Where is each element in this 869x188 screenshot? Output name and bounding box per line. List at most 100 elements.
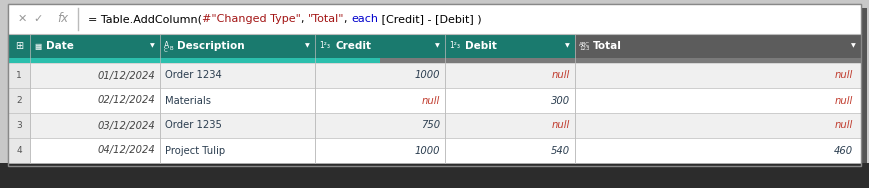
Text: null: null — [835, 121, 853, 130]
Text: 123: 123 — [579, 46, 589, 52]
Bar — [575, 113, 861, 138]
Bar — [445, 63, 575, 88]
Text: Credit: Credit — [335, 41, 371, 51]
Text: 4: 4 — [17, 146, 22, 155]
Text: 1: 1 — [17, 71, 22, 80]
Bar — [380, 58, 861, 63]
Text: 1000: 1000 — [415, 146, 440, 155]
Bar — [497, 58, 575, 63]
Bar — [8, 58, 30, 63]
Text: 2: 2 — [17, 96, 22, 105]
Text: 750: 750 — [421, 121, 440, 130]
Text: ✓: ✓ — [33, 14, 43, 24]
Bar — [8, 63, 30, 88]
Bar — [8, 138, 30, 163]
Bar — [8, 4, 861, 166]
Bar — [575, 34, 861, 58]
Bar — [160, 63, 315, 88]
Text: ▼: ▼ — [434, 43, 440, 49]
Text: 04/12/2024: 04/12/2024 — [97, 146, 155, 155]
Bar — [160, 113, 315, 138]
Bar — [30, 58, 102, 63]
Bar — [575, 58, 861, 63]
Bar — [245, 58, 315, 63]
Text: Materials: Materials — [165, 96, 211, 105]
Bar — [315, 113, 445, 138]
Text: ✕: ✕ — [17, 14, 27, 24]
Bar — [160, 88, 315, 113]
Text: 03/12/2024: 03/12/2024 — [97, 121, 155, 130]
Text: 300: 300 — [551, 96, 570, 105]
Bar — [160, 58, 245, 63]
Text: ⊞: ⊞ — [15, 41, 23, 51]
Text: #"Changed Type": #"Changed Type" — [202, 14, 301, 24]
Bar — [160, 34, 315, 58]
Bar — [160, 138, 315, 163]
Bar — [315, 34, 445, 58]
Bar — [445, 34, 575, 58]
Bar — [102, 58, 160, 63]
Bar — [30, 63, 160, 88]
Bar — [30, 113, 160, 138]
Bar — [445, 88, 575, 113]
Text: = Table.AddColumn(: = Table.AddColumn( — [88, 14, 202, 24]
Bar — [575, 88, 861, 113]
Text: Date: Date — [46, 41, 74, 51]
Text: ▼: ▼ — [565, 43, 569, 49]
Text: null: null — [552, 121, 570, 130]
Text: 1²₃: 1²₃ — [449, 42, 460, 51]
Text: B: B — [169, 45, 173, 51]
Bar — [315, 88, 445, 113]
Bar — [315, 58, 367, 63]
Text: null: null — [552, 70, 570, 80]
Bar — [445, 113, 575, 138]
Text: 1000: 1000 — [415, 70, 440, 80]
Text: ABC: ABC — [579, 42, 590, 46]
Text: "Total": "Total" — [308, 14, 344, 24]
Text: ▼: ▼ — [305, 43, 309, 49]
Bar — [8, 58, 380, 63]
Text: 540: 540 — [551, 146, 570, 155]
Text: null: null — [421, 96, 440, 105]
Bar — [315, 63, 445, 88]
Text: Total: Total — [593, 41, 622, 51]
Text: 1²₃: 1²₃ — [319, 42, 330, 51]
Bar — [575, 63, 861, 88]
Text: Project Tulip: Project Tulip — [165, 146, 225, 155]
Bar — [30, 34, 160, 58]
Text: each: each — [351, 14, 378, 24]
Text: A: A — [164, 40, 169, 49]
Text: null: null — [835, 70, 853, 80]
Text: 3: 3 — [17, 121, 22, 130]
Bar — [315, 138, 445, 163]
Text: 02/12/2024: 02/12/2024 — [97, 96, 155, 105]
Text: ,: , — [344, 14, 351, 24]
Text: Debit: Debit — [465, 41, 497, 51]
Bar — [0, 163, 869, 188]
Bar — [30, 88, 160, 113]
Text: 460: 460 — [834, 146, 853, 155]
Text: Order 1235: Order 1235 — [165, 121, 222, 130]
Bar — [575, 138, 861, 163]
Text: ▼: ▼ — [149, 43, 155, 49]
Bar — [30, 138, 160, 163]
Bar — [12, 166, 865, 171]
Text: ,: , — [301, 14, 308, 24]
Bar — [8, 4, 861, 166]
Text: ▦: ▦ — [34, 42, 41, 51]
Text: C: C — [164, 48, 168, 52]
Text: 01/12/2024: 01/12/2024 — [97, 70, 155, 80]
Bar — [861, 8, 867, 170]
Bar — [367, 58, 445, 63]
Bar — [8, 34, 30, 58]
Text: Order 1234: Order 1234 — [165, 70, 222, 80]
Bar — [8, 4, 861, 34]
Text: [Credit] - [Debit] ): [Credit] - [Debit] ) — [378, 14, 482, 24]
Bar — [8, 88, 30, 113]
Bar — [445, 58, 497, 63]
Text: ▼: ▼ — [851, 43, 855, 49]
Bar — [8, 113, 30, 138]
Text: fx: fx — [57, 12, 69, 26]
Text: Description: Description — [177, 41, 245, 51]
Bar — [445, 138, 575, 163]
